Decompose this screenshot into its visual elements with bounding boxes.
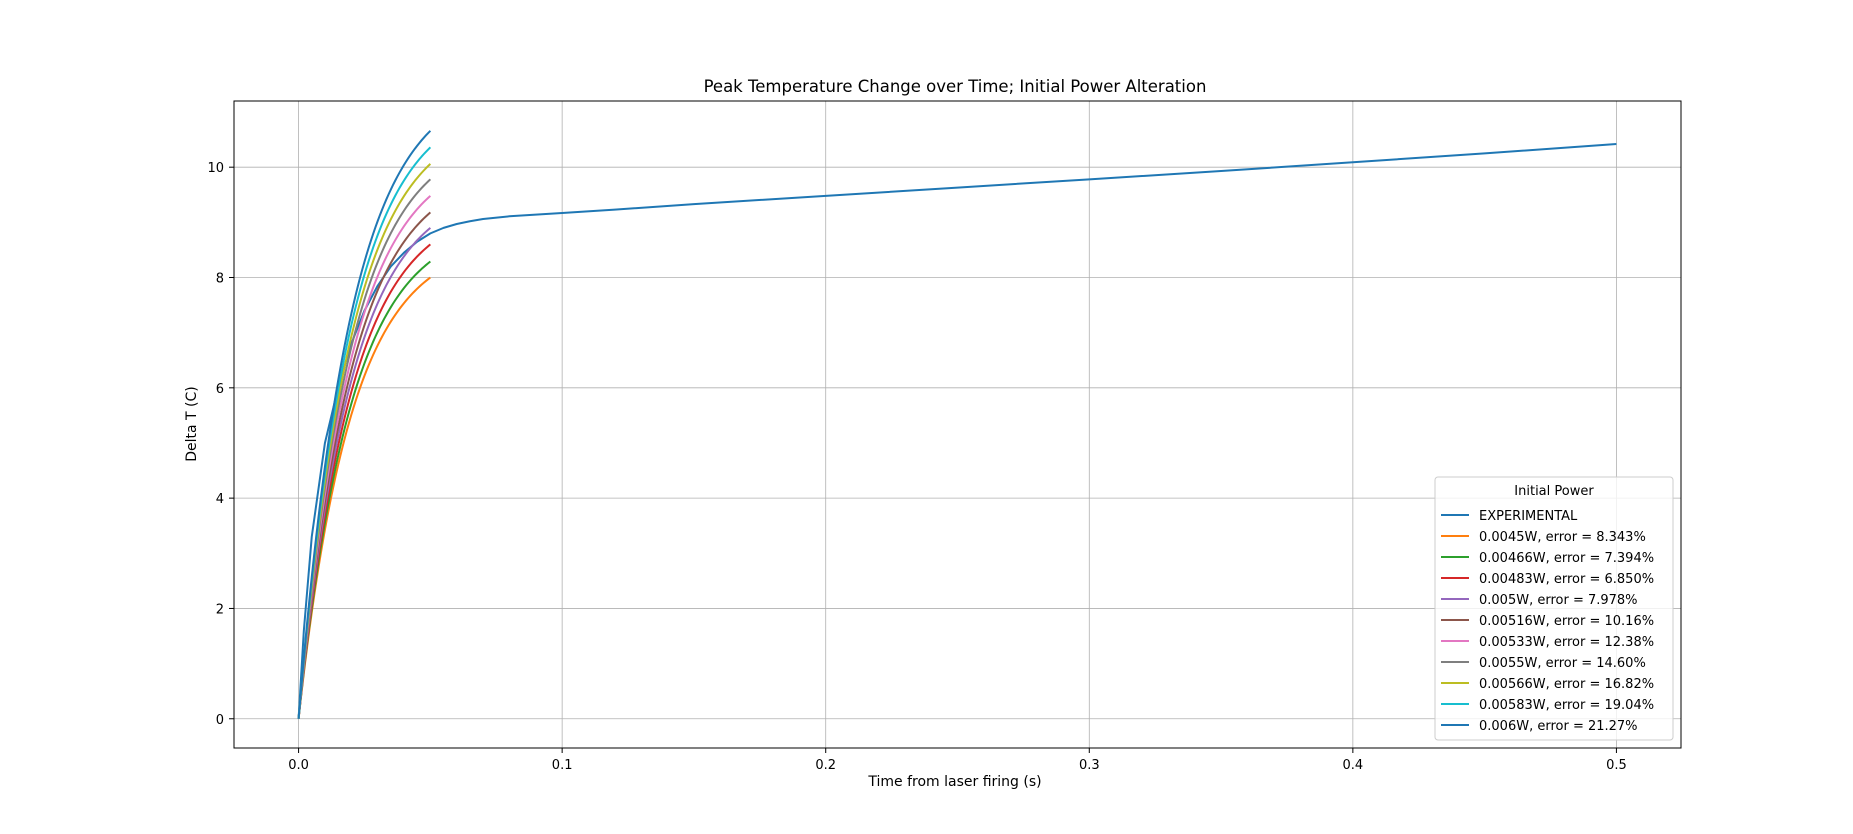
legend-entry: 0.005W, error = 7.978% [1479, 593, 1638, 608]
legend-entry: 0.00466W, error = 7.394% [1479, 551, 1654, 566]
legend-entry: 0.00533W, error = 12.38% [1479, 635, 1654, 650]
y-tick-label: 0 [216, 713, 224, 728]
x-axis-label: Time from laser firing (s) [867, 774, 1041, 790]
legend: Initial Power EXPERIMENTAL 0.0045W, error … [1434, 476, 1674, 741]
chart-title: Peak Temperature Change over Time; Initi… [704, 77, 1207, 96]
legend-entry: EXPERIMENTAL [1479, 509, 1578, 524]
legend-title: Initial Power [1514, 484, 1594, 499]
legend-entry: 0.00516W, error = 10.16% [1479, 614, 1654, 629]
x-tick-label: 0.4 [1343, 758, 1364, 773]
x-tick-label: 0.1 [552, 758, 573, 773]
x-tick-label: 0.0 [288, 758, 309, 773]
legend-box [1434, 476, 1674, 741]
x-tick-label: 0.5 [1606, 758, 1627, 773]
y-tick-label: 6 [216, 382, 224, 397]
series-line-10 [297, 130, 432, 719]
legend-entry: 0.00483W, error = 6.850% [1479, 572, 1654, 587]
x-tick-label: 0.3 [1079, 758, 1100, 773]
legend-entry: 0.006W, error = 21.27% [1479, 719, 1638, 734]
legend-entry: 0.00566W, error = 16.82% [1479, 677, 1654, 692]
legend-entry: 0.00583W, error = 19.04% [1479, 698, 1654, 713]
legend-entry: 0.0045W, error = 8.343% [1479, 530, 1646, 545]
axes-frame [233, 100, 1682, 749]
y-tick-label: 4 [216, 492, 224, 507]
y-tick-label: 8 [216, 272, 224, 287]
legend-entry: 0.0055W, error = 14.60% [1479, 656, 1646, 671]
y-axis-label: Delta T (C) [184, 386, 200, 462]
y-tick-label: 10 [207, 161, 224, 176]
series-group [297, 130, 1617, 719]
plot-area: 0.0 0.1 0.2 0.3 0.4 0.5 0 2 4 6 8 10 [207, 100, 1682, 773]
x-tick-label: 0.2 [815, 758, 836, 773]
y-tick-label: 2 [216, 602, 224, 617]
